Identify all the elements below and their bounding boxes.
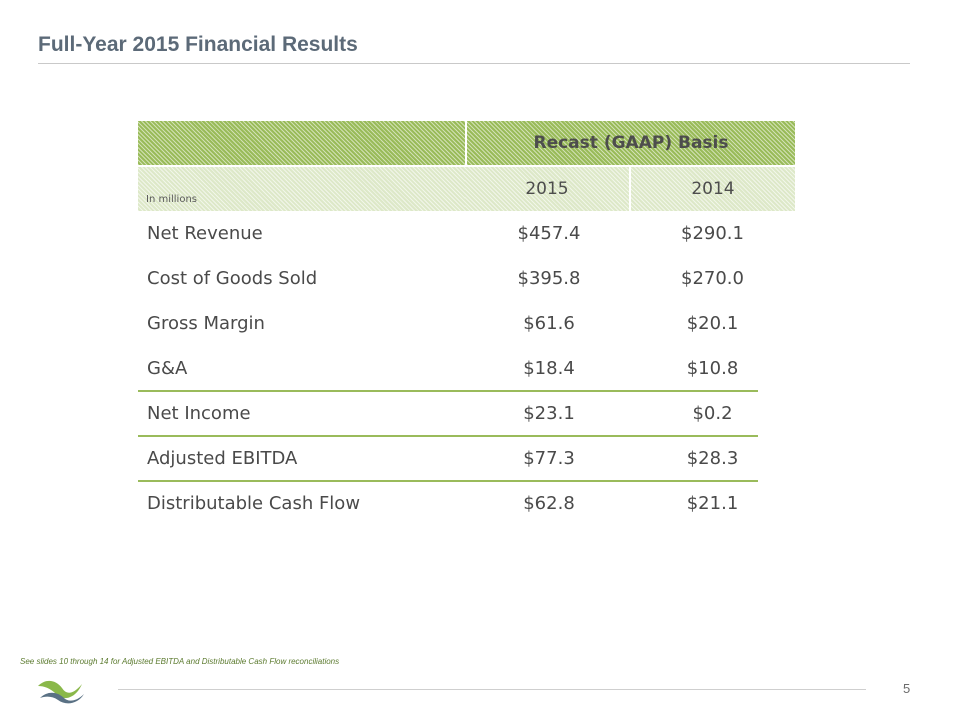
- table-row-cogs: Cost of Goods Sold $395.8 $270.0: [138, 256, 758, 301]
- table-row-gross-margin: Gross Margin $61.6 $20.1: [138, 301, 758, 346]
- value-2015: $62.8: [523, 493, 575, 514]
- table-row-ga: G&A $18.4 $10.8: [138, 346, 758, 391]
- group-header-row: Recast (GAAP) Basis: [138, 121, 795, 165]
- header-blank-cell: [138, 121, 465, 165]
- table-row-net-income: Net Income $23.1 $0.2: [138, 391, 758, 436]
- year-header-row: In millions 2015 2014: [138, 167, 795, 211]
- table-row-net-revenue: Net Revenue $457.4 $290.1: [138, 211, 758, 256]
- row-divider: [138, 480, 758, 482]
- value-2015: $77.3: [523, 448, 575, 469]
- value-2014: $28.3: [686, 448, 739, 469]
- value-2014: $20.1: [686, 313, 739, 334]
- value-2014: $10.8: [686, 358, 739, 379]
- financial-table-header: Recast (GAAP) Basis In millions 2015 201…: [138, 121, 795, 211]
- value-2015: $61.6: [523, 313, 575, 334]
- value-2015: $18.4: [523, 358, 575, 379]
- value-2015: $457.4: [517, 223, 581, 244]
- table-row-dcf: Distributable Cash Flow $62.8 $21.1: [138, 481, 758, 526]
- value-2014: $290.1: [681, 223, 744, 244]
- value-2015: $395.8: [517, 268, 581, 289]
- value-2014: $21.1: [686, 493, 739, 514]
- row-label: Net Revenue: [147, 223, 263, 244]
- row-divider: [138, 435, 758, 437]
- table-row-adjusted-ebitda: Adjusted EBITDA $77.3 $28.3: [138, 436, 758, 481]
- row-divider: [138, 390, 758, 392]
- group-header: Recast (GAAP) Basis: [467, 121, 795, 165]
- row-label: Distributable Cash Flow: [147, 493, 361, 514]
- value-2014: $270.0: [681, 268, 744, 289]
- footer-divider: [118, 689, 866, 690]
- row-label: Gross Margin: [147, 313, 265, 334]
- value-2015: $23.1: [523, 403, 575, 424]
- row-label: Cost of Goods Sold: [147, 268, 318, 289]
- units-label: In millions: [138, 167, 465, 211]
- title-divider: [38, 63, 910, 64]
- value-2014: $0.2: [692, 403, 733, 424]
- company-logo-icon: [38, 680, 84, 704]
- slide-title: Full-Year 2015 Financial Results: [38, 33, 358, 56]
- financial-table-body: Net Revenue $457.4 $290.1 Cost of Goods …: [138, 211, 758, 526]
- year-header-2014: 2014: [631, 167, 795, 211]
- year-header-2015: 2015: [465, 167, 629, 211]
- row-label: G&A: [147, 358, 188, 379]
- footnote: See slides 10 through 14 for Adjusted EB…: [20, 657, 340, 666]
- row-label: Net Income: [147, 403, 251, 424]
- row-label: Adjusted EBITDA: [147, 448, 298, 469]
- page-number: 5: [903, 681, 911, 696]
